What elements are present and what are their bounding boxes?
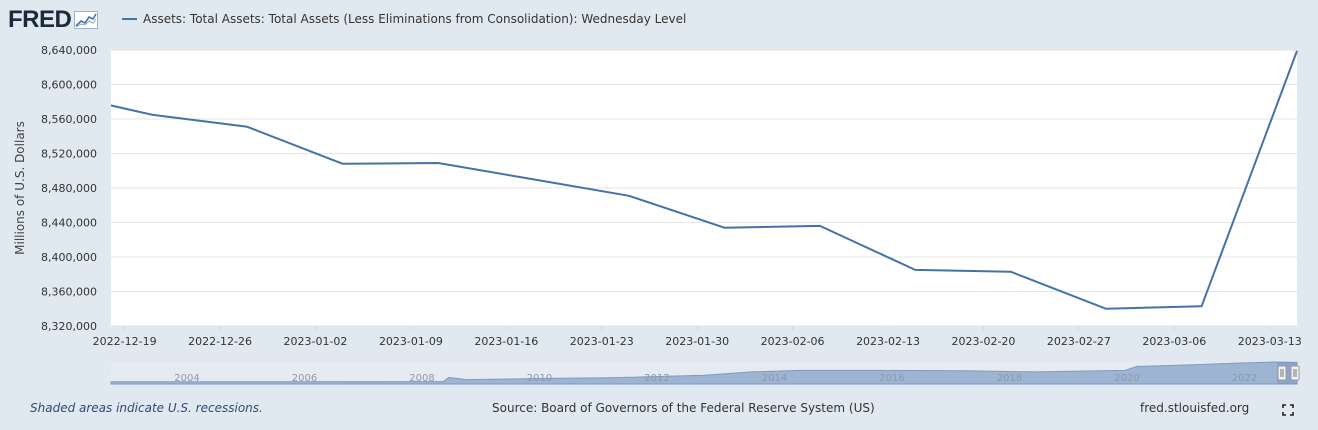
source-text: Source: Board of Governors of the Federa… (492, 401, 875, 415)
y-tick-label: 8,480,000 (41, 182, 97, 195)
x-tick-label: 2023-03-13 (1238, 335, 1302, 348)
legend-swatch (122, 18, 137, 20)
navigator-tick-label: 2004 (174, 373, 199, 384)
navigator-tick-label: 2014 (762, 373, 787, 384)
y-tick-label: 8,600,000 (41, 79, 97, 92)
x-tick-label: 2023-01-30 (665, 335, 729, 348)
x-tick-label: 2022-12-26 (188, 335, 252, 348)
fullscreen-icon[interactable] (1282, 404, 1294, 416)
navigator-handle[interactable] (1290, 365, 1300, 381)
navigator-tick-label: 2006 (292, 373, 317, 384)
navigator-tick-label: 2022 (1232, 373, 1257, 384)
y-tick-label: 8,520,000 (41, 148, 97, 161)
navigator-tick-label: 2020 (1114, 373, 1139, 384)
y-tick-label: 8,640,000 (41, 44, 97, 57)
logo-text: FRED (8, 6, 72, 33)
y-tick-label: 8,320,000 (41, 320, 97, 333)
navigator-handle[interactable] (1277, 365, 1287, 381)
legend[interactable]: Assets: Total Assets: Total Assets (Less… (122, 12, 686, 26)
navigator-tick-label: 2008 (409, 373, 434, 384)
x-tick-label: 2023-02-27 (1047, 335, 1111, 348)
x-tick-label: 2022-12-19 (93, 335, 157, 348)
x-tick-label: 2023-02-13 (856, 335, 920, 348)
navigator-tick-label: 2016 (879, 373, 904, 384)
x-tick-label: 2023-03-06 (1142, 335, 1206, 348)
x-tick-label: 2023-01-16 (474, 335, 538, 348)
fred-logo[interactable]: FRED (8, 6, 99, 34)
navigator-area (110, 361, 1298, 385)
x-tick-label: 2023-01-23 (570, 335, 634, 348)
y-tick-label: 8,560,000 (41, 113, 97, 126)
x-tick-label: 2023-02-06 (761, 335, 825, 348)
logo-chart-icon (74, 11, 99, 29)
legend-label: Assets: Total Assets: Total Assets (Less… (143, 12, 687, 26)
navigator-tick-label: 2012 (644, 373, 669, 384)
series-line (111, 50, 1298, 310)
site-link[interactable]: fred.stlouisfed.org (1140, 401, 1250, 415)
y-tick-label: 8,400,000 (41, 251, 97, 264)
y-tick-label: 8,360,000 (41, 286, 97, 299)
navigator-tick-label: 2018 (997, 373, 1022, 384)
x-tick-label: 2023-02-20 (951, 335, 1015, 348)
recession-note: Shaded areas indicate U.S. recessions. (30, 401, 263, 415)
x-tick-label: 2023-01-02 (284, 335, 348, 348)
y-axis-title: Millions of U.S. Dollars (13, 121, 27, 255)
navigator-tick-label: 2010 (527, 373, 552, 384)
line-chart[interactable]: 8,320,000 8,360,000 8,400,000 8,440,000 8,48… (0, 0, 1318, 400)
x-tick-label: 2023-01-09 (379, 335, 443, 348)
y-tick-label: 8,440,000 (41, 217, 97, 230)
